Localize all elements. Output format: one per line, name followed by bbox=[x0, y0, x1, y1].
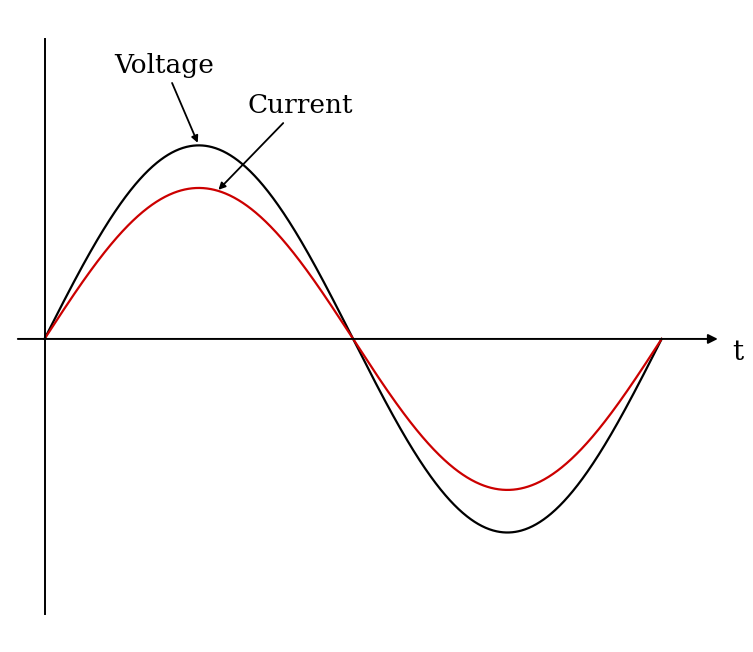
Text: Current: Current bbox=[220, 93, 352, 188]
Text: t: t bbox=[733, 339, 743, 366]
Text: Voltage: Voltage bbox=[114, 53, 215, 141]
